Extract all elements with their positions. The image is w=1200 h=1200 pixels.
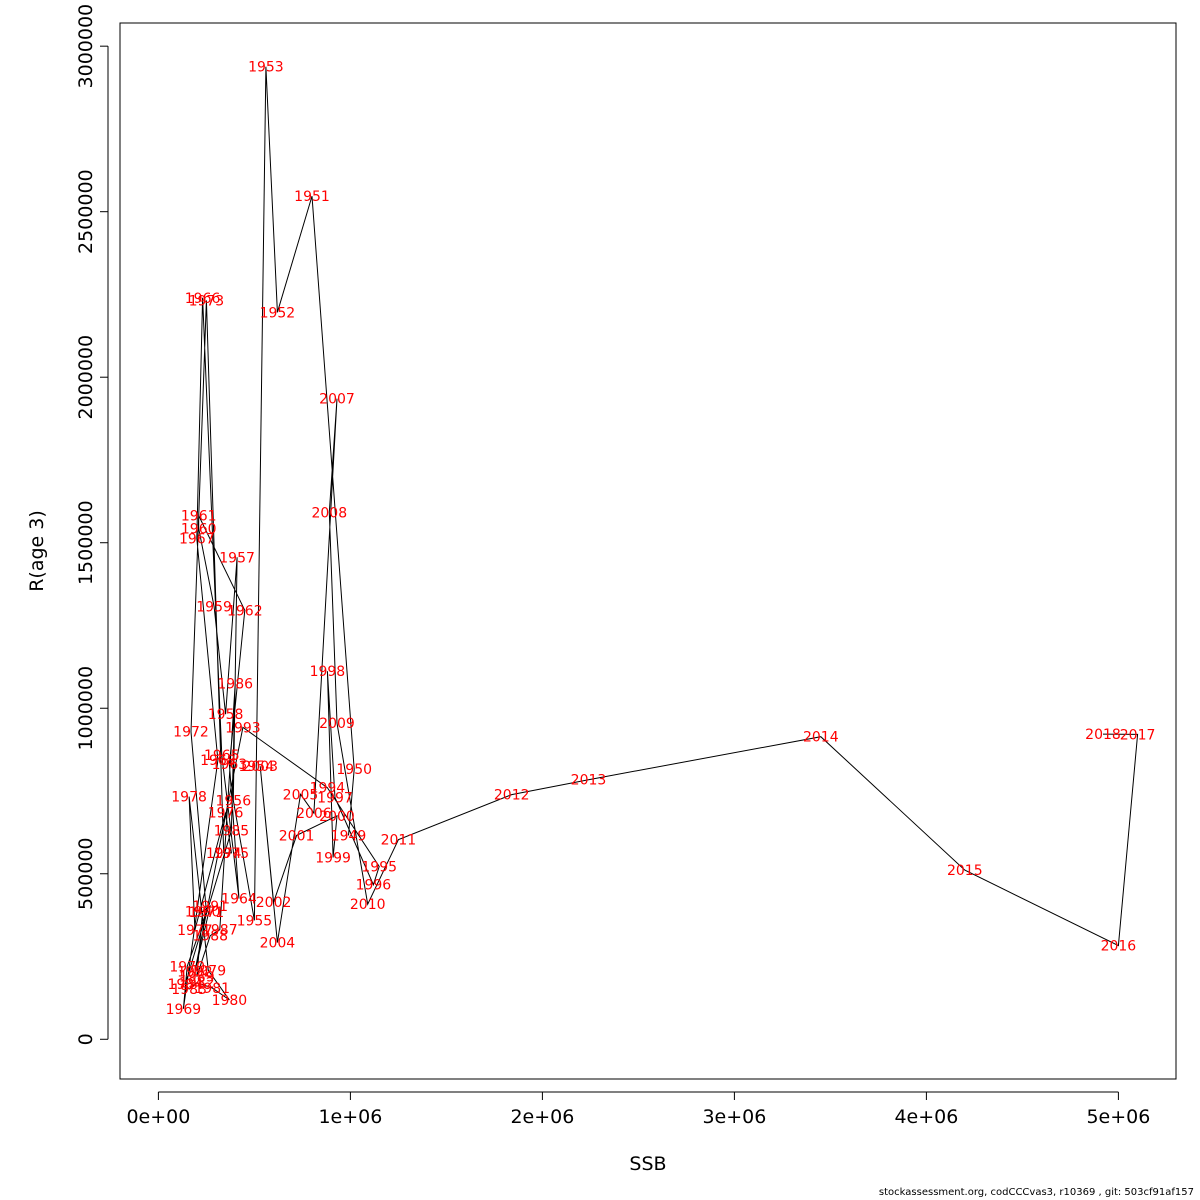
point-label-1960: 1960 bbox=[181, 522, 217, 538]
y-tick-label: 2500000 bbox=[75, 169, 97, 254]
point-label-1983: 1983 bbox=[171, 982, 207, 998]
point-label-1949: 1949 bbox=[331, 828, 367, 844]
point-label-1985: 1985 bbox=[214, 824, 250, 840]
point-label-1998: 1998 bbox=[310, 664, 346, 680]
point-label-2009: 2009 bbox=[319, 716, 355, 732]
point-label-1973: 1973 bbox=[189, 293, 225, 309]
point-label-1970: 1970 bbox=[169, 959, 205, 975]
x-tick-label: 5e+06 bbox=[1086, 1106, 1150, 1128]
point-label-1974: 1974 bbox=[206, 846, 242, 862]
x-axis: 0e+00 1e+06 2e+06 3e+06 4e+06 5e+06 bbox=[126, 1091, 1150, 1128]
point-label-2015: 2015 bbox=[947, 863, 983, 879]
point-label-2000: 2000 bbox=[319, 809, 355, 825]
y-tick-label: 3000000 bbox=[75, 4, 97, 89]
point-label-1996: 1996 bbox=[356, 878, 392, 894]
point-label-1963: 1963 bbox=[212, 757, 248, 773]
point-label-1964: 1964 bbox=[221, 892, 257, 908]
y-tick-label: 2000000 bbox=[75, 335, 97, 420]
point-label-1999: 1999 bbox=[315, 851, 351, 867]
y-tick-label: 0 bbox=[75, 1033, 97, 1045]
plot-frame bbox=[119, 22, 1177, 1080]
point-label-1993: 1993 bbox=[225, 720, 261, 736]
point-label-2008: 2008 bbox=[311, 505, 347, 521]
y-tick-label: 500000 bbox=[75, 837, 97, 910]
y-axis-label: R(age 3) bbox=[26, 510, 48, 592]
point-label-1986: 1986 bbox=[217, 677, 253, 693]
point-label-1991: 1991 bbox=[192, 899, 228, 915]
point-labels: 1949 1950 1951 1952 1953 1954 1955 1956 1957 1958… bbox=[166, 60, 1156, 1018]
point-label-1975: 1975 bbox=[214, 846, 250, 862]
x-tick-label: 4e+06 bbox=[894, 1106, 958, 1128]
point-label-1967: 1967 bbox=[179, 531, 215, 547]
x-axis-label: SSB bbox=[629, 1153, 666, 1175]
y-tick-label: 1000000 bbox=[75, 666, 97, 751]
point-label-2005: 2005 bbox=[283, 787, 319, 803]
point-label-2017: 2017 bbox=[1120, 727, 1156, 743]
point-label-1966: 1966 bbox=[185, 291, 221, 307]
y-axis: 0 500000 1000000 1500000 2000000 2500000 30000… bbox=[75, 4, 109, 1045]
point-label-1972: 1972 bbox=[173, 725, 209, 741]
point-label-2014: 2014 bbox=[803, 730, 839, 746]
point-label-2011: 2011 bbox=[381, 833, 417, 849]
point-label-2001: 2001 bbox=[279, 828, 315, 844]
point-label-2013: 2013 bbox=[571, 773, 607, 789]
point-label-1951: 1951 bbox=[294, 189, 330, 205]
point-label-1987: 1987 bbox=[202, 923, 238, 939]
point-label-2007: 2007 bbox=[319, 392, 355, 408]
point-label-1962: 1962 bbox=[227, 603, 263, 619]
point-label-1989: 1989 bbox=[179, 970, 215, 986]
point-label-1978: 1978 bbox=[171, 790, 207, 806]
point-label-1984: 1984 bbox=[167, 977, 203, 993]
point-label-1953: 1953 bbox=[248, 60, 284, 76]
point-label-1982: 1982 bbox=[179, 976, 215, 992]
point-label-1992: 1992 bbox=[177, 964, 213, 980]
point-label-1997: 1997 bbox=[317, 791, 353, 807]
point-label-1971: 1971 bbox=[189, 905, 225, 921]
y-tick-label: 1500000 bbox=[75, 500, 97, 585]
footer-credit: stockassessment.org, codCCCvas3, r10369 … bbox=[878, 1187, 1194, 1198]
point-label-1961: 1961 bbox=[181, 509, 217, 525]
point-label-1954: 1954 bbox=[238, 759, 274, 775]
point-label-1958: 1958 bbox=[208, 707, 244, 723]
point-label-1994: 1994 bbox=[310, 781, 346, 797]
point-label-2002: 2002 bbox=[256, 895, 292, 911]
point-label-1950: 1950 bbox=[336, 762, 372, 778]
point-label-2010: 2010 bbox=[350, 897, 386, 913]
point-label-1968: 1968 bbox=[200, 753, 236, 769]
point-label-1988: 1988 bbox=[192, 929, 228, 945]
point-label-1952: 1952 bbox=[260, 305, 296, 321]
point-label-1969: 1969 bbox=[166, 1002, 202, 1018]
point-label-2003: 2003 bbox=[242, 759, 278, 775]
point-label-2012: 2012 bbox=[494, 788, 530, 804]
x-tick-label: 2e+06 bbox=[510, 1106, 574, 1128]
point-label-2004: 2004 bbox=[260, 936, 296, 952]
point-label-1957: 1957 bbox=[219, 550, 255, 566]
x-tick-label: 3e+06 bbox=[702, 1106, 766, 1128]
point-label-2016: 2016 bbox=[1101, 939, 1137, 955]
point-label-1980: 1980 bbox=[212, 993, 248, 1009]
point-label-1959: 1959 bbox=[196, 600, 232, 616]
point-label-1981: 1981 bbox=[194, 981, 230, 997]
point-label-2018: 2018 bbox=[1085, 727, 1121, 743]
point-label-1955: 1955 bbox=[237, 913, 273, 929]
point-label-1977: 1977 bbox=[177, 923, 213, 939]
x-tick-label: 1e+06 bbox=[318, 1106, 382, 1128]
x-tick-label: 0e+00 bbox=[126, 1106, 190, 1128]
series-line bbox=[182, 66, 1139, 1009]
point-label-2006: 2006 bbox=[296, 806, 332, 822]
point-label-1976: 1976 bbox=[208, 806, 244, 822]
point-label-1990: 1990 bbox=[185, 905, 221, 921]
point-label-1965: 1965 bbox=[204, 748, 240, 764]
point-label-1956: 1956 bbox=[215, 793, 251, 809]
point-label-1995: 1995 bbox=[361, 860, 397, 876]
point-label-1979: 1979 bbox=[190, 963, 226, 979]
